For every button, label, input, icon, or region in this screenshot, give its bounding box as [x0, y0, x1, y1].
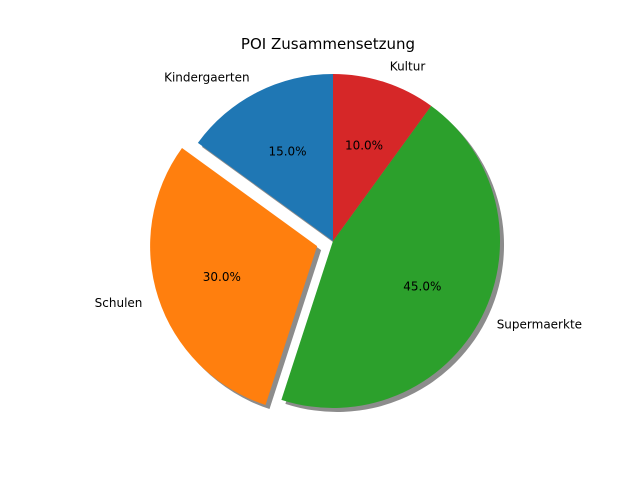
slice-label-kultur: Kultur — [390, 59, 426, 73]
slice-label-kindergaerten: Kindergaerten — [164, 70, 250, 84]
pie-slice-kindergaerten — [197, 74, 333, 241]
pie-slice-supermaerkte — [281, 105, 501, 409]
pie-slice-schulen — [150, 148, 318, 405]
slice-percent-kindergaerten: 15.0% — [268, 145, 306, 159]
pie-slices — [150, 74, 501, 409]
slice-labels: Kindergaerten 15.0% Schulen 30.0% Supermaerk… — [95, 59, 582, 331]
slice-label-supermaerkte: Supermaerkte — [497, 317, 582, 331]
slice-label-schulen: Schulen — [95, 296, 143, 310]
slice-percent-kultur: 10.0% — [345, 139, 383, 153]
slice-percent-schulen: 30.0% — [203, 270, 241, 284]
pie-slice-kultur — [333, 74, 432, 241]
slice-percent-supermaerkte: 45.0% — [403, 280, 441, 294]
chart-title: POI Zusammensetzung — [241, 35, 415, 53]
